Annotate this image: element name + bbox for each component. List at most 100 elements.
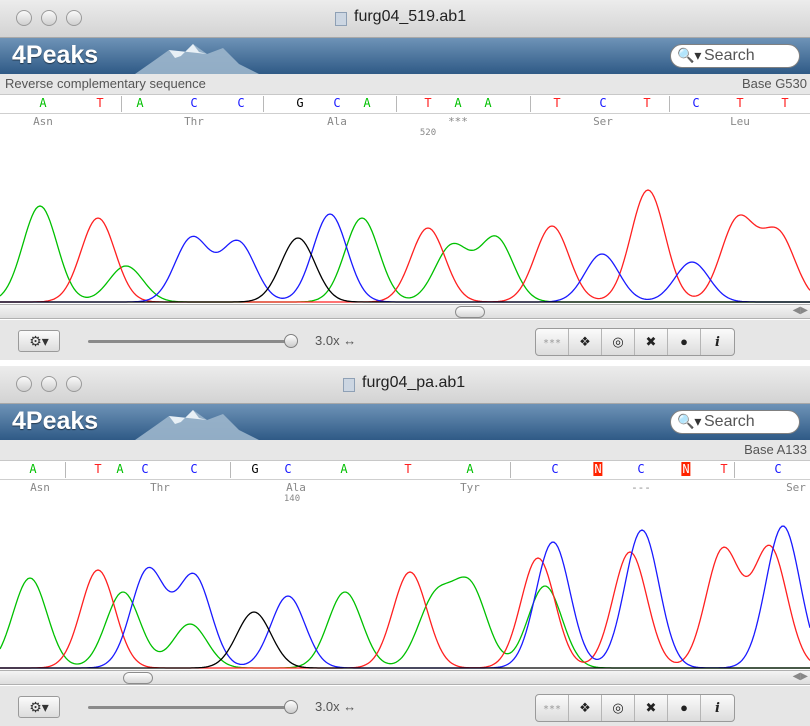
base-call[interactable]: G — [296, 96, 304, 110]
quality-button[interactable]: *** — [536, 329, 569, 355]
pattern-button[interactable]: ◎ — [602, 695, 635, 721]
zoom-value: 3.0x — [315, 333, 340, 348]
zoom-slider-knob[interactable] — [284, 700, 298, 714]
scrollbar-thumb[interactable] — [455, 306, 485, 318]
base-call[interactable]: A — [29, 462, 37, 476]
base-call[interactable]: C — [333, 96, 341, 110]
base-call[interactable]: C — [551, 462, 559, 476]
scroll-arrows-icon[interactable]: ◀▶ — [792, 305, 808, 316]
base-call[interactable]: A — [466, 462, 474, 476]
base-call[interactable]: C — [190, 462, 198, 476]
base-call[interactable]: A — [136, 96, 144, 110]
base-call[interactable]: C — [599, 96, 607, 110]
scrollbar-thumb[interactable] — [123, 672, 153, 684]
turtle-button[interactable]: ● — [668, 695, 701, 721]
position-label: 140 — [283, 494, 301, 504]
chromatogram[interactable] — [0, 140, 810, 304]
info-button[interactable]: i — [701, 695, 734, 721]
close-button[interactable] — [16, 376, 32, 392]
window-title: furg04_pa.ab1 — [362, 374, 466, 391]
quality-button[interactable]: *** — [536, 695, 569, 721]
base-call[interactable]: C — [190, 96, 198, 110]
title-bar[interactable]: furg04_519.ab1 — [0, 0, 810, 38]
pin-button[interactable]: ❖ — [569, 329, 602, 355]
codon-divider — [669, 96, 670, 112]
base-call[interactable]: T — [553, 96, 561, 110]
base-call[interactable]: T — [94, 462, 102, 476]
minimize-button[interactable] — [41, 376, 57, 392]
trace-g — [0, 237, 810, 303]
base-call[interactable]: T — [720, 462, 728, 476]
horizontal-scrollbar[interactable]: ◀▶ — [0, 304, 810, 319]
base-call[interactable]: N — [681, 462, 691, 476]
gear-menu-button[interactable]: ⚙▾ — [18, 330, 60, 352]
base-call[interactable]: C — [692, 96, 700, 110]
gear-menu-button[interactable]: ⚙▾ — [18, 696, 60, 718]
base-call[interactable]: A — [454, 96, 462, 110]
amino-acid: *** — [448, 115, 468, 128]
turtle-icon: ● — [680, 700, 688, 715]
base-indicator: Base A133 — [744, 442, 807, 457]
base-call[interactable]: G — [251, 462, 259, 476]
base-call[interactable]: C — [141, 462, 149, 476]
amino-acid: Asn — [33, 115, 53, 128]
chromatogram[interactable] — [0, 506, 810, 670]
base-call[interactable]: C — [637, 462, 645, 476]
amino-acid: Thr — [150, 481, 170, 494]
horizontal-scrollbar[interactable]: ◀▶ — [0, 670, 810, 685]
base-call[interactable]: T — [736, 96, 744, 110]
cut-button[interactable]: ✖ — [635, 329, 668, 355]
search-placeholder: Search — [704, 413, 755, 430]
zoom-slider-knob[interactable] — [284, 334, 298, 348]
scroll-arrows-icon[interactable]: ◀▶ — [792, 671, 808, 682]
base-call[interactable]: A — [116, 462, 124, 476]
close-button[interactable] — [16, 10, 32, 26]
base-call[interactable]: A — [39, 96, 47, 110]
zoom-slider[interactable] — [88, 340, 288, 343]
codon-divider — [530, 96, 531, 112]
zoom-button[interactable] — [66, 10, 82, 26]
pattern-icon: ◎ — [612, 334, 624, 349]
cut-icon: ✖ — [645, 334, 657, 349]
pin-button[interactable]: ❖ — [569, 695, 602, 721]
codon-divider — [396, 96, 397, 112]
zoom-button[interactable] — [66, 376, 82, 392]
document-icon — [335, 12, 347, 26]
trace-t — [0, 189, 810, 303]
pattern-button[interactable]: ◎ — [602, 329, 635, 355]
turtle-button[interactable]: ● — [668, 329, 701, 355]
minimize-button[interactable] — [41, 10, 57, 26]
base-call[interactable]: T — [404, 462, 412, 476]
codon-divider — [121, 96, 122, 112]
sequence-mode-label: Reverse complementary sequence — [5, 76, 206, 91]
base-call[interactable]: T — [781, 96, 789, 110]
turtle-icon: ● — [680, 334, 688, 349]
base-call[interactable]: C — [237, 96, 245, 110]
trace-g — [0, 611, 810, 669]
zoom-slider[interactable] — [88, 706, 288, 709]
window-furg04-pa: furg04_pa.ab1 4Peaks 🔍▾ Search Base A133… — [0, 366, 810, 726]
base-call[interactable]: C — [284, 462, 292, 476]
base-call[interactable]: T — [643, 96, 651, 110]
codon-divider — [230, 462, 231, 478]
base-call[interactable]: A — [484, 96, 492, 110]
view-button-group: *** ❖ ◎ ✖ ● i — [535, 694, 735, 722]
pattern-icon: ◎ — [612, 700, 624, 715]
amino-acid: Leu — [730, 115, 750, 128]
base-call[interactable]: T — [424, 96, 432, 110]
base-call[interactable]: A — [363, 96, 371, 110]
stars-label: *** — [542, 338, 562, 349]
title-bar[interactable]: furg04_pa.ab1 — [0, 366, 810, 404]
search-field[interactable]: 🔍▾ Search — [670, 44, 800, 68]
info-icon: i — [715, 701, 720, 716]
info-button[interactable]: i — [701, 329, 734, 355]
base-call[interactable]: T — [96, 96, 104, 110]
gear-icon: ⚙▾ — [29, 699, 49, 715]
base-call[interactable]: N — [593, 462, 603, 476]
base-call[interactable]: C — [774, 462, 782, 476]
search-field[interactable]: 🔍▾ Search — [670, 410, 800, 434]
cut-button[interactable]: ✖ — [635, 695, 668, 721]
stars-label: *** — [542, 704, 562, 715]
base-call[interactable]: A — [340, 462, 348, 476]
